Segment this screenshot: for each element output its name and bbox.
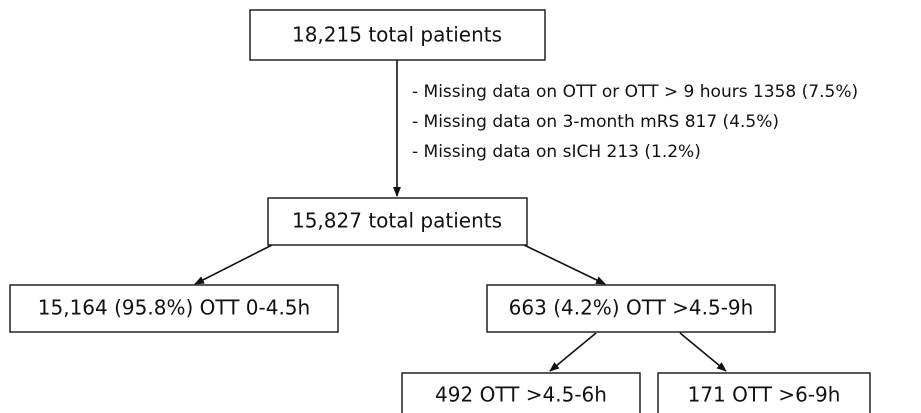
exclusion: - Missing data on sICH 213 (1.2%)	[412, 142, 701, 162]
node-label: 15,164 (95.8%) OTT 0-4.5h	[38, 296, 310, 320]
arrow	[194, 244, 273, 285]
node-box	[401, 372, 641, 413]
node-label: 171 OTT >6-9h	[688, 383, 841, 407]
node-box	[267, 197, 528, 246]
node-label: 492 OTT >4.5-6h	[435, 383, 607, 407]
exclusion: - Missing data on OTT or OTT > 9 hours 1…	[412, 82, 858, 102]
node-box	[249, 9, 546, 61]
node-box	[486, 284, 776, 333]
exclusion: - Missing data on 3-month mRS 817 (4.5%)	[412, 112, 779, 132]
node-box	[9, 284, 339, 333]
node-label: 663 (4.2%) OTT >4.5-9h	[509, 296, 754, 320]
arrow	[679, 332, 727, 372]
node-box	[657, 372, 871, 413]
arrow	[523, 244, 606, 285]
arrow	[549, 332, 597, 372]
node-label: 18,215 total patients	[292, 23, 502, 47]
node-label: 15,827 total patients	[292, 209, 502, 233]
